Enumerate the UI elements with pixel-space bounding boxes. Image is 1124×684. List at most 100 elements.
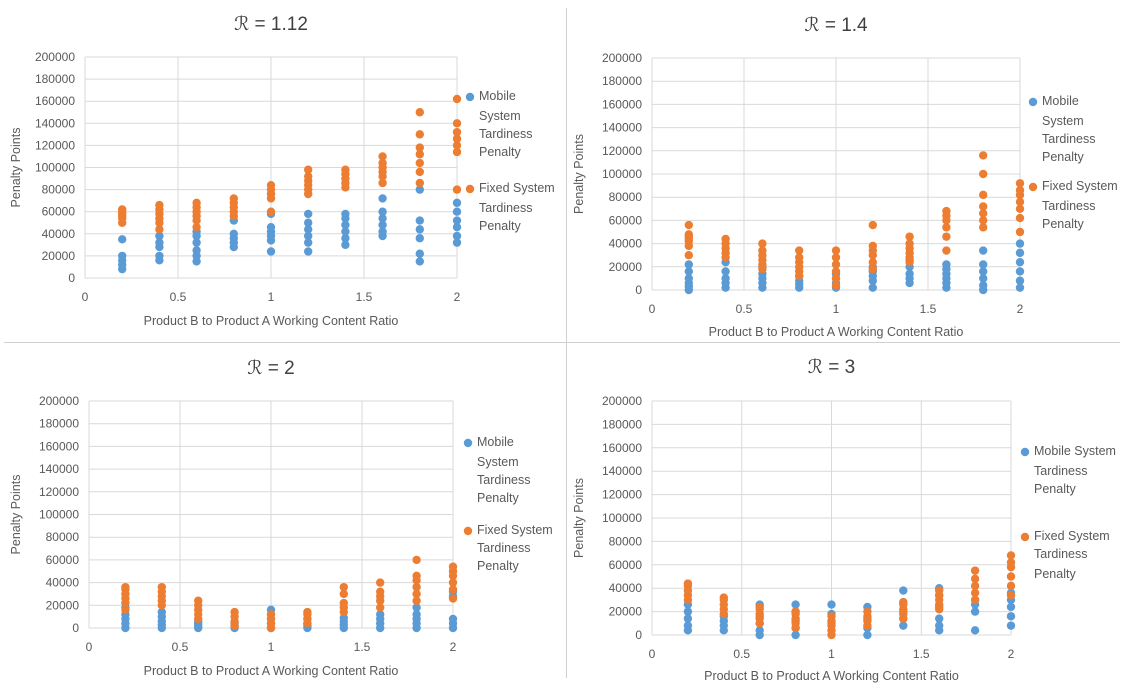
mobile-point	[341, 220, 350, 230]
fixed-point	[378, 178, 387, 188]
fixed-point	[721, 234, 730, 244]
legend-marker-mobile	[1020, 447, 1030, 457]
fixed-point	[412, 571, 421, 580]
mobile-point	[341, 209, 350, 219]
fixed-point	[1015, 197, 1025, 207]
fixed-point	[684, 220, 693, 230]
x-tick-label: 1	[828, 647, 835, 661]
mobile-point	[118, 235, 127, 244]
y-tick-label: 160000	[602, 441, 642, 455]
mobile-point	[979, 260, 988, 269]
y-tick-label: 140000	[39, 462, 79, 476]
legend: Mobile System Tardiness Penalty Fixed Syste…	[1020, 444, 1116, 581]
y-tick-label: 20000	[609, 605, 643, 619]
legend-label-fixed: Fixed System Tardiness Penalty	[1034, 529, 1110, 581]
fixed-point	[339, 598, 348, 608]
x-tick-label: 0.5	[170, 290, 187, 304]
legend-marker-fixed	[1028, 182, 1038, 192]
x-tick-label: 0.5	[736, 302, 753, 316]
fixed-point	[684, 230, 693, 239]
mobile-point	[935, 621, 944, 630]
y-tick-label: 40000	[42, 227, 76, 241]
y-tick-label: 60000	[609, 558, 643, 572]
mobile-point	[899, 586, 908, 595]
chart-title: ℛ = 3	[808, 357, 855, 378]
fixed-point	[415, 167, 424, 177]
mobile-point	[979, 246, 988, 255]
fixed-point	[452, 94, 462, 104]
fixed-point	[155, 225, 164, 234]
fixed-point	[118, 205, 127, 214]
mobile-point	[1006, 612, 1016, 621]
fixed-point	[415, 158, 424, 168]
mobile-point	[415, 225, 424, 234]
y-tick-label: 40000	[609, 581, 643, 595]
mobile-point	[304, 247, 313, 256]
series-fixed	[121, 555, 458, 633]
mobile-point	[970, 626, 980, 635]
y-axis-label: Penalty Points	[572, 478, 586, 558]
fixed-point	[376, 603, 385, 612]
fixed-point	[684, 251, 693, 260]
mobile-point	[452, 238, 462, 247]
mobile-point	[942, 260, 951, 269]
fixed-point	[1006, 551, 1016, 560]
fixed-point	[970, 566, 980, 575]
y-tick-label: 180000	[39, 417, 79, 431]
series-fixed	[684, 151, 1025, 290]
y-tick-label: 160000	[35, 94, 75, 108]
mobile-point	[1006, 602, 1016, 612]
fixed-point	[831, 281, 841, 290]
x-tick-label: 2	[450, 640, 457, 654]
mobile-point	[192, 238, 201, 247]
chart-panel-3: ℛ = 2 0 20000 40000 60000 80000 100000 120000 14…	[9, 358, 553, 678]
y-tick-label: 80000	[46, 530, 80, 544]
horizontal-divider	[4, 342, 1120, 343]
y-tick-label: 20000	[42, 249, 76, 263]
y-tick-label: 200000	[35, 50, 75, 64]
legend-marker-mobile	[463, 438, 473, 448]
mobile-point	[304, 238, 313, 247]
chart-panel-2: ℛ = 1.4020000400006000080000100000120000…	[572, 15, 1118, 339]
fixed-point	[448, 578, 458, 587]
fixed-point	[863, 607, 872, 616]
fixed-point	[979, 223, 988, 232]
series-fixed	[683, 551, 1016, 640]
fixed-point	[831, 253, 841, 262]
legend-label-fixed: Fixed System Tardiness Penalty	[479, 181, 555, 233]
legend-marker-fixed	[463, 526, 473, 536]
mobile-point	[452, 216, 462, 225]
x-tick-label: 2	[454, 290, 461, 304]
fixed-point	[303, 607, 312, 617]
mobile-point	[378, 207, 387, 216]
mobile-point	[155, 251, 164, 261]
y-tick-label: 80000	[609, 534, 643, 548]
fixed-point	[452, 127, 462, 137]
fixed-point	[719, 593, 728, 602]
mobile-point	[452, 207, 462, 216]
mobile-point	[1006, 621, 1016, 630]
x-tick-label: 0.5	[733, 647, 750, 661]
mobile-point	[378, 214, 387, 223]
mobile-point	[304, 225, 313, 234]
y-tick-label: 120000	[602, 488, 642, 502]
legend-label-mobile: Mobile System Tardiness Penalty	[477, 435, 531, 505]
mobile-point	[827, 600, 836, 609]
mobile-point	[684, 267, 693, 276]
fixed-point	[979, 209, 988, 218]
mobile-point	[863, 630, 872, 640]
fixed-point	[155, 200, 164, 210]
mobile-point	[266, 247, 276, 256]
mobile-point	[229, 229, 238, 238]
mobile-point	[1015, 239, 1025, 248]
legend-marker-mobile	[1028, 97, 1038, 107]
fixed-point	[192, 198, 201, 208]
fixed-point	[339, 582, 348, 592]
fixed-point	[339, 589, 348, 599]
fixed-point	[415, 143, 424, 152]
legend: Mobile System Tardiness Penalty Fixed System…	[465, 89, 555, 233]
y-tick-label: 0	[72, 621, 79, 635]
fixed-point	[1015, 204, 1025, 213]
y-tick-label: 140000	[602, 121, 642, 135]
fixed-point	[229, 194, 238, 203]
